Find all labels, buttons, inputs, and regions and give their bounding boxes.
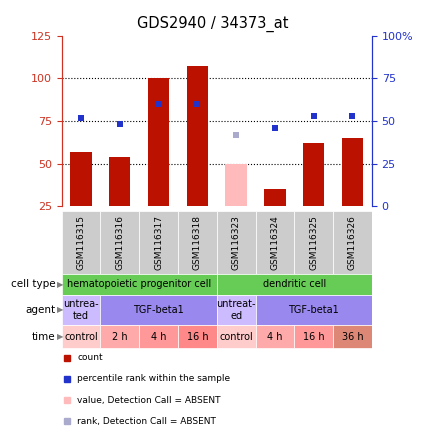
Bar [217, 295, 255, 325]
Text: untrea-
ted: untrea- ted [63, 299, 99, 321]
Text: GSM116315: GSM116315 [76, 215, 85, 270]
Bar [303, 143, 324, 206]
Text: agent: agent [25, 305, 55, 315]
Bar [187, 66, 208, 206]
Bar [139, 211, 178, 274]
Text: GSM116323: GSM116323 [232, 215, 241, 270]
Text: GSM116325: GSM116325 [309, 215, 318, 270]
Text: control: control [219, 332, 253, 342]
Bar [226, 164, 247, 206]
Text: ▶: ▶ [57, 280, 64, 289]
Bar [217, 274, 372, 295]
Text: 16 h: 16 h [303, 332, 325, 342]
Bar [100, 325, 139, 349]
Bar [148, 78, 169, 206]
Text: TGF-beta1: TGF-beta1 [133, 305, 184, 315]
Text: rank, Detection Call = ABSENT: rank, Detection Call = ABSENT [77, 417, 216, 426]
Bar [255, 211, 294, 274]
Bar [100, 211, 139, 274]
Bar [62, 274, 217, 295]
Bar [294, 211, 333, 274]
Text: GSM116317: GSM116317 [154, 215, 163, 270]
Bar [333, 211, 372, 274]
Text: untreat-
ed: untreat- ed [216, 299, 256, 321]
Bar [264, 189, 286, 206]
Bar [100, 295, 217, 325]
Bar [71, 152, 92, 206]
Text: percentile rank within the sample: percentile rank within the sample [77, 374, 230, 384]
Text: ▶: ▶ [57, 305, 64, 314]
Text: count: count [77, 353, 103, 362]
Bar [178, 325, 217, 349]
Text: 2 h: 2 h [112, 332, 128, 342]
Bar [342, 138, 363, 206]
Bar [109, 157, 130, 206]
Bar [217, 211, 255, 274]
Text: GSM116318: GSM116318 [193, 215, 202, 270]
Bar [217, 325, 255, 349]
Text: GDS2940 / 34373_at: GDS2940 / 34373_at [137, 16, 288, 32]
Bar [139, 325, 178, 349]
Text: GSM116326: GSM116326 [348, 215, 357, 270]
Text: control: control [64, 332, 98, 342]
Text: GSM116316: GSM116316 [115, 215, 124, 270]
Bar [178, 211, 217, 274]
Text: 4 h: 4 h [151, 332, 166, 342]
Text: hematopoietic progenitor cell: hematopoietic progenitor cell [67, 279, 211, 289]
Bar [255, 295, 372, 325]
Bar [333, 325, 372, 349]
Text: dendritic cell: dendritic cell [263, 279, 326, 289]
Text: TGF-beta1: TGF-beta1 [288, 305, 339, 315]
Text: ▶: ▶ [57, 332, 64, 341]
Text: cell type: cell type [11, 279, 55, 289]
Bar [62, 211, 100, 274]
Bar [62, 295, 100, 325]
Text: 4 h: 4 h [267, 332, 283, 342]
Bar [294, 325, 333, 349]
Bar [255, 325, 294, 349]
Bar [62, 325, 100, 349]
Text: GSM116324: GSM116324 [270, 215, 279, 270]
Text: time: time [31, 332, 55, 342]
Text: value, Detection Call = ABSENT: value, Detection Call = ABSENT [77, 396, 221, 405]
Text: 16 h: 16 h [187, 332, 208, 342]
Text: 36 h: 36 h [342, 332, 363, 342]
